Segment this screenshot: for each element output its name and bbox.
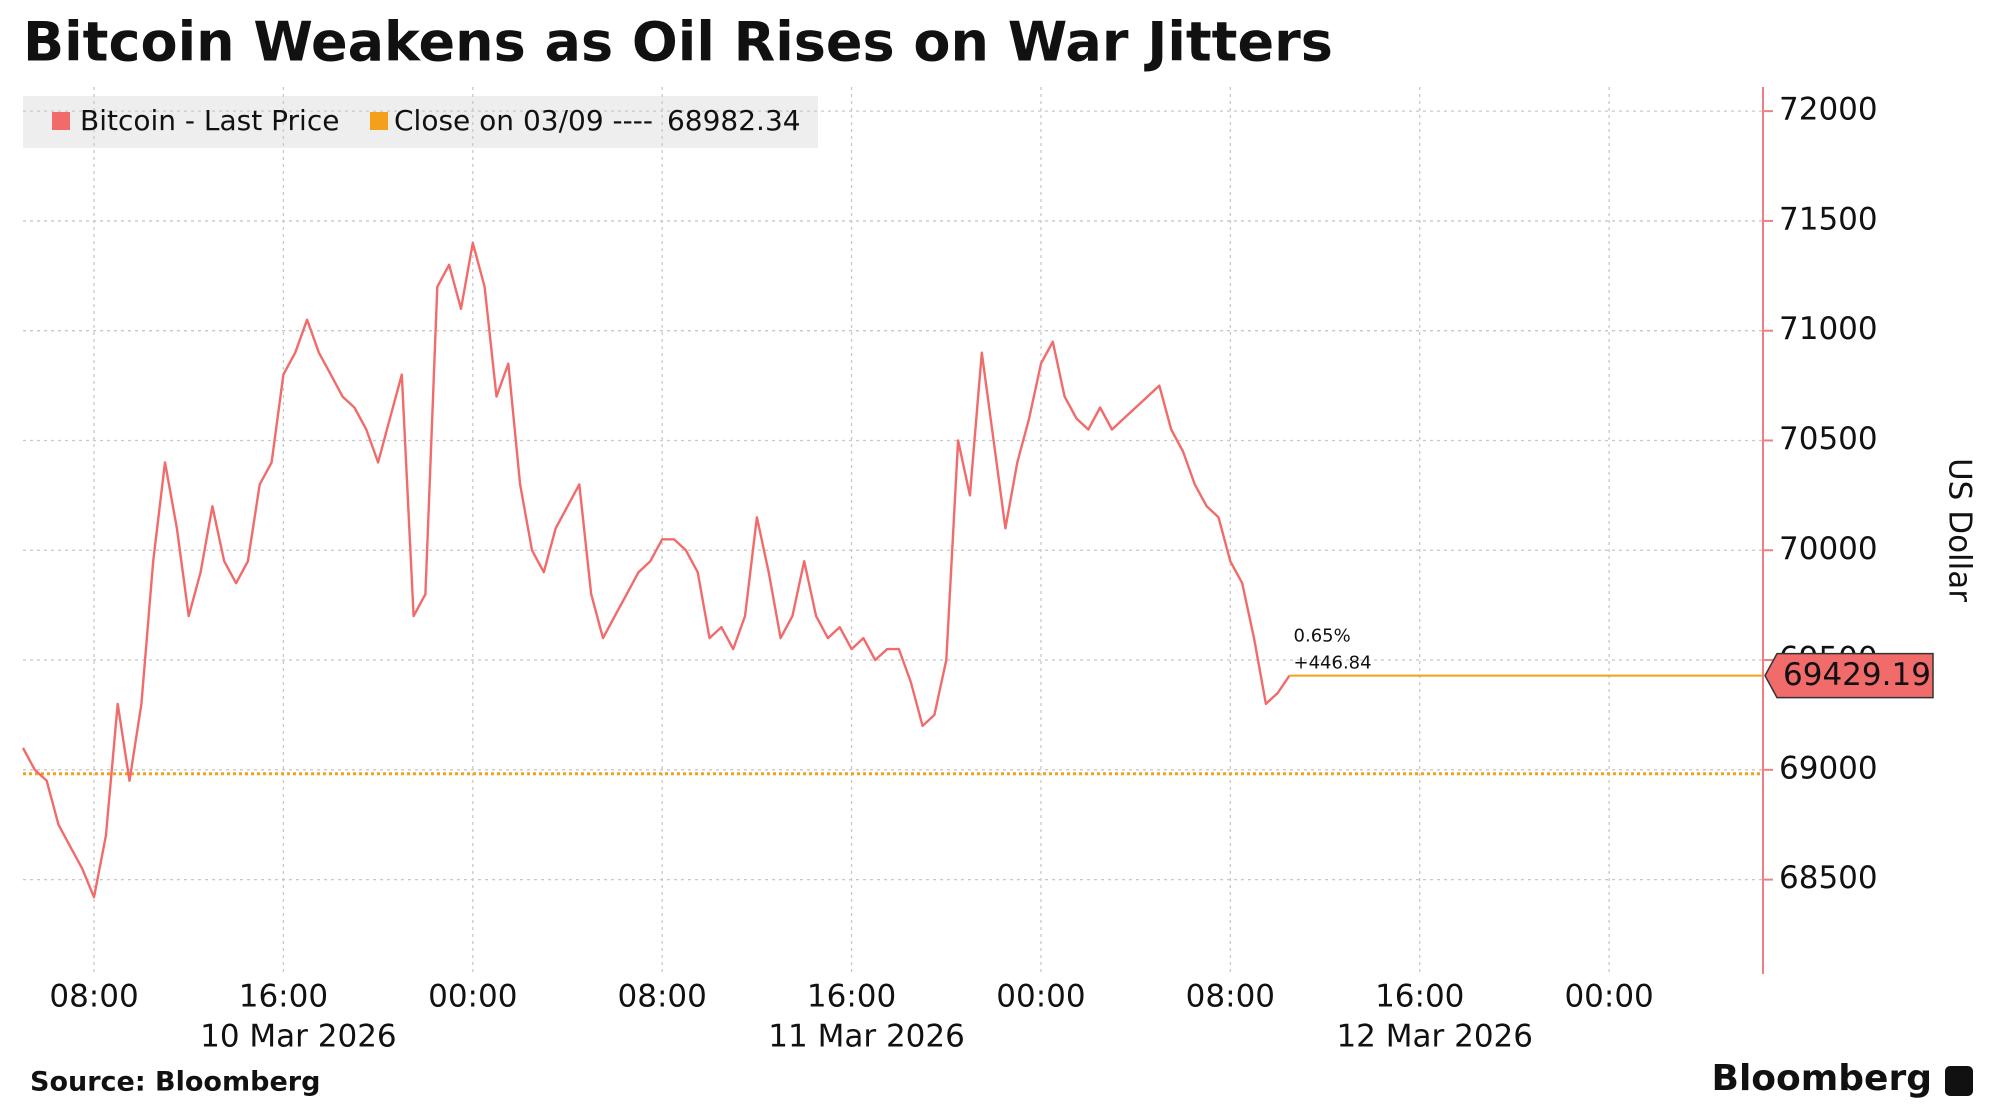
x-tick-label: 16:00 xyxy=(1375,979,1464,1015)
brand-icon xyxy=(1945,1066,1973,1096)
legend-box xyxy=(23,96,818,148)
x-date-label: 12 Mar 2026 xyxy=(1336,1019,1533,1055)
last-price-label: 69429.19 xyxy=(1783,657,1931,693)
y-tick-label: 68500 xyxy=(1779,860,1878,896)
legend-value: 68982.34 xyxy=(667,104,801,137)
x-tick-label: 08:00 xyxy=(1186,979,1275,1015)
source: Source: Bloomberg xyxy=(30,1067,320,1098)
x-tick-label: 16:00 xyxy=(807,979,896,1015)
x-tick-label: 08:00 xyxy=(49,979,138,1015)
y-tick-label: 72000 xyxy=(1779,92,1878,128)
legend-label: Bitcoin - Last Price xyxy=(80,104,339,137)
legend-label: Close on 03/09 ---- xyxy=(394,104,653,137)
y-tick-label: 69000 xyxy=(1779,750,1878,786)
brand: Bloomberg xyxy=(1712,1058,1932,1099)
x-tick-label: 00:00 xyxy=(996,979,1085,1015)
y-axis-label: US Dollar xyxy=(1942,458,1978,602)
last-price-box xyxy=(1764,652,1934,699)
x-tick-label: 00:00 xyxy=(1564,979,1653,1015)
y-tick-label: 71000 xyxy=(1779,311,1878,347)
x-date-label: 11 Mar 2026 xyxy=(768,1019,965,1055)
y-tick-label: 71500 xyxy=(1779,201,1878,237)
legend-swatch xyxy=(370,112,388,130)
price-line xyxy=(21,241,1291,899)
x-tick-label: 08:00 xyxy=(618,979,707,1015)
x-tick-label: 16:00 xyxy=(239,979,328,1015)
legend-swatch xyxy=(52,112,70,130)
chart-title: Bitcoin Weakens as Oil Rises on War Jitt… xyxy=(23,11,1333,74)
change-annotation: +446.84 xyxy=(1294,653,1372,674)
y-tick-label: 70000 xyxy=(1779,531,1878,567)
x-tick-label: 00:00 xyxy=(428,979,517,1015)
change-annotation: 0.65% xyxy=(1294,626,1351,647)
x-date-label: 10 Mar 2026 xyxy=(200,1019,397,1055)
y-tick-label: 70500 xyxy=(1779,421,1878,457)
